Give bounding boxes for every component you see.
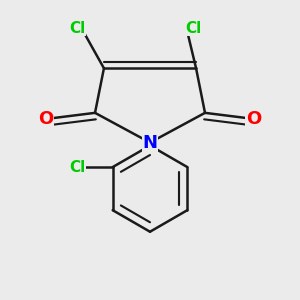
Text: Cl: Cl	[69, 160, 85, 175]
Text: O: O	[38, 110, 54, 128]
Text: Cl: Cl	[69, 21, 85, 36]
Text: Cl: Cl	[185, 21, 201, 36]
Text: O: O	[246, 110, 262, 128]
Text: N: N	[142, 134, 158, 152]
